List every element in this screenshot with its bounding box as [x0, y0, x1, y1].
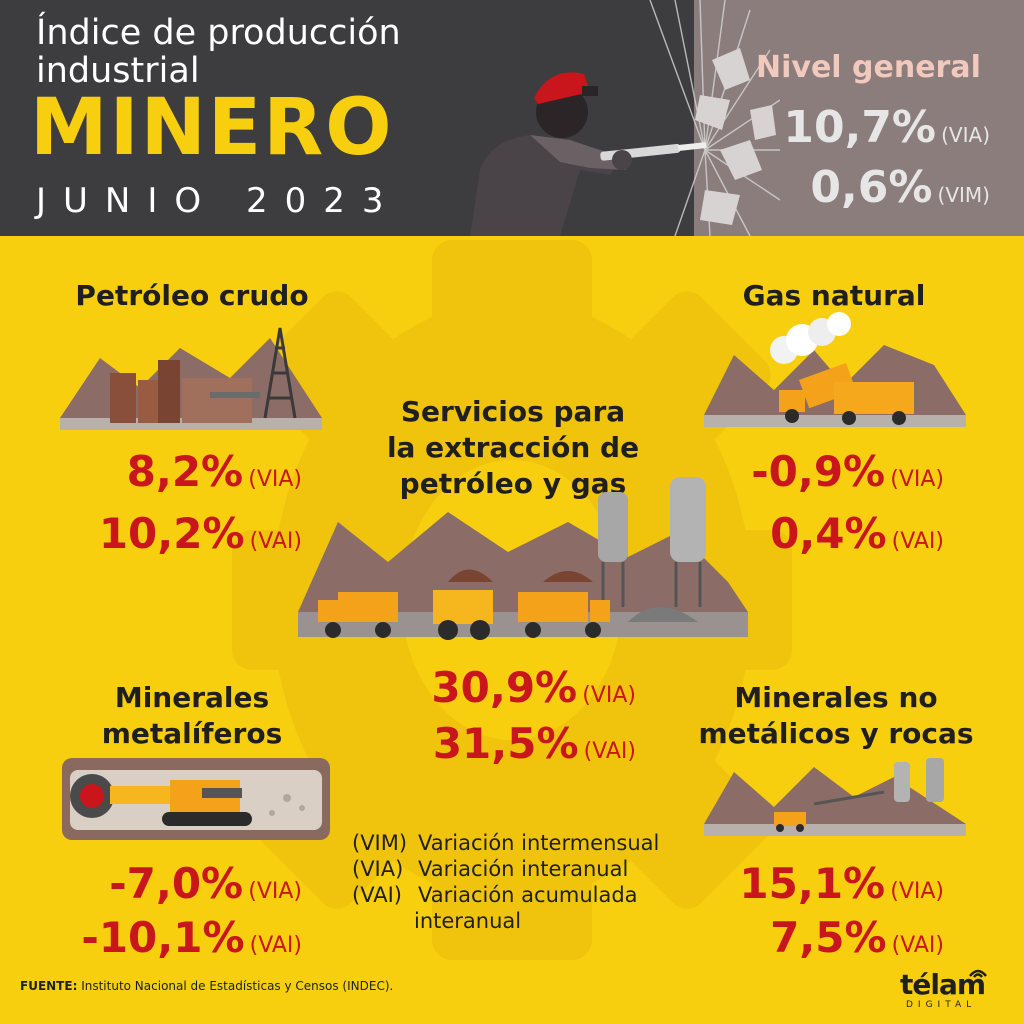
nivel-general-label: Nivel general [756, 50, 981, 85]
gas-via: -0,9% (VIA) [751, 448, 944, 505]
gas-vai-abbr: (VAI) [891, 529, 944, 554]
legend-via-text: Variación interanual [418, 857, 629, 881]
metaliferos-vai: -10,1% (VAI) [81, 914, 302, 971]
title-line-2: industrial [36, 51, 200, 91]
legend-row-vim: (VIM) Variación intermensual [352, 830, 659, 856]
logo-subtext: DIGITAL [906, 1000, 977, 1010]
no-metalicos-title-line-2: metálicos y rocas [698, 717, 974, 750]
metal-mining-tunnel-illustration [62, 758, 330, 840]
no-metalicos-title: Minerales no metálicos y rocas [678, 680, 994, 752]
servicios-via-abbr: (VIA) [582, 683, 636, 708]
servicios-title-line-3: petróleo y gas [399, 467, 627, 500]
no-metalicos-via-value: 15,1% [739, 859, 886, 908]
petroleo-vai-abbr: (VAI) [249, 529, 302, 554]
no-metalicos-via-abbr: (VIA) [890, 879, 944, 904]
servicios-via: 30,9% (VIA) [431, 664, 636, 721]
nivel-via-value: 10,7% [783, 102, 937, 153]
metaliferos-via-abbr: (VIA) [248, 879, 302, 904]
no-metalicos-via: 15,1% (VIA) [739, 860, 944, 917]
gas-vai-value: 0,4% [770, 509, 887, 558]
metaliferos-title-line-2: metalíferos [101, 717, 283, 750]
signal-icon [969, 969, 987, 978]
header-banner: Índice de producción industrial MINERO J… [0, 0, 1024, 236]
nivel-via-abbr: (VIA) [941, 123, 990, 147]
servicios-vai-value: 31,5% [432, 719, 579, 768]
metaliferos-vai-value: -10,1% [81, 913, 245, 962]
extraction-services-illustration [298, 477, 748, 640]
period-label: JUNIO 2023 [36, 181, 401, 221]
legend-vim-code: (VIM) [352, 831, 408, 855]
petroleo-title: Petróleo crudo [75, 279, 309, 312]
legend-vai-text: Variación acumulada [418, 883, 638, 907]
no-metalicos-vai-value: 7,5% [770, 913, 887, 962]
legend-vai-code: (VAI) [352, 883, 402, 907]
telam-logo: télam DIGITAL [900, 962, 1000, 1012]
metaliferos-title-line-1: Minerales [114, 681, 270, 714]
legend-vai-text-cont: interanual [414, 909, 522, 933]
petroleo-via: 8,2% (VIA) [127, 448, 302, 505]
nivel-vim-value: 0,6% [810, 162, 933, 213]
nivel-general-vim: 0,6% (VIM) [810, 163, 990, 222]
servicios-vai-abbr: (VAI) [583, 739, 636, 764]
gas-title: Gas natural [742, 279, 926, 312]
source-note: FUENTE: Instituto Nacional de Estadístic… [20, 978, 393, 994]
gas-via-abbr: (VIA) [890, 467, 944, 492]
servicios-title-line-2: la extracción de [386, 431, 640, 464]
source-label: FUENTE: [20, 979, 78, 993]
servicios-title: Servicios para la extracción de petróleo… [358, 394, 668, 502]
legend-row-via: (VIA) Variación interanual [352, 856, 659, 882]
legend-row-vai: (VAI) Variación acumulada [352, 882, 659, 908]
servicios-via-value: 30,9% [431, 663, 578, 712]
abbreviation-legend: (VIM) Variación intermensual (VIA) Variaci… [352, 830, 659, 934]
nivel-general-via: 10,7% (VIA) [783, 103, 990, 162]
no-metalicos-vai: 7,5% (VAI) [770, 914, 944, 971]
title-line-1: Índice de producción [36, 13, 401, 53]
no-metalicos-vai-abbr: (VAI) [891, 933, 944, 958]
metaliferos-via-value: -7,0% [109, 859, 244, 908]
petroleo-via-abbr: (VIA) [248, 467, 302, 492]
gas-trucks-illustration [704, 312, 966, 427]
oil-field-illustration [60, 327, 322, 430]
petroleo-vai-value: 10,2% [98, 509, 245, 558]
metaliferos-vai-abbr: (VAI) [249, 933, 302, 958]
legend-vim-text: Variación intermensual [418, 831, 660, 855]
nivel-general-panel [694, 0, 1024, 236]
source-text: Instituto Nacional de Estadísticas y Cen… [81, 979, 394, 993]
petroleo-vai: 10,2% (VAI) [99, 510, 302, 567]
miner-illustration [470, 0, 780, 236]
gas-via-value: -0,9% [751, 447, 886, 496]
non-metal-quarry-illustration [704, 758, 966, 836]
metaliferos-via: -7,0% (VIA) [109, 860, 302, 917]
nivel-vim-abbr: (VIM) [937, 183, 990, 207]
gas-vai: 0,4% (VAI) [770, 510, 944, 567]
servicios-vai: 31,5% (VAI) [433, 720, 636, 777]
petroleo-via-value: 8,2% [126, 447, 244, 496]
servicios-title-line-1: Servicios para [400, 395, 626, 428]
metaliferos-title: Minerales metalíferos [62, 680, 322, 752]
legend-via-code: (VIA) [352, 857, 404, 881]
no-metalicos-title-line-1: Minerales no [734, 681, 938, 714]
page-title: MINERO [30, 83, 394, 173]
